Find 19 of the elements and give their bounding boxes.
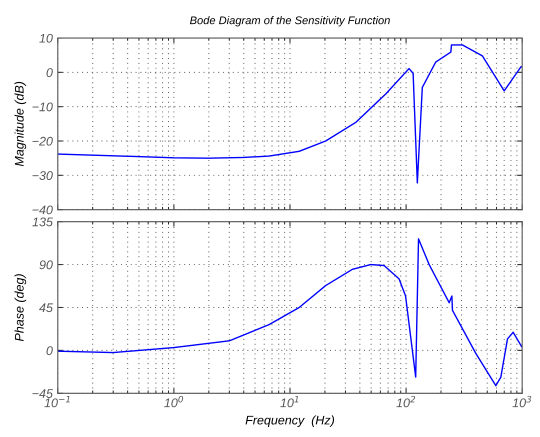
y-axis-title: Magnitude (dB) bbox=[14, 82, 26, 166]
y-tick-label: 90 bbox=[39, 260, 53, 270]
y-tick-label: −30 bbox=[32, 171, 53, 180]
x-tick-label: 10$^{1}$ bbox=[280, 396, 298, 408]
x-tick-label: 10$^{2}$ bbox=[396, 396, 416, 408]
y-tick-label: 0 bbox=[46, 68, 53, 77]
x-tick-label: 10$^{3}$ bbox=[512, 396, 532, 408]
y-tick-label: 10 bbox=[39, 34, 53, 43]
y-tick-label: −40 bbox=[32, 205, 53, 214]
y-axis-title: Phase (deg) bbox=[14, 274, 26, 342]
y-tick-label: −20 bbox=[32, 136, 53, 146]
x-axis-title: Frequency (Hz) bbox=[246, 415, 334, 428]
x-tick-label: 10$^{0}$ bbox=[164, 396, 184, 408]
y-tick-label: 135 bbox=[32, 217, 53, 226]
y-tick-label: −10 bbox=[32, 102, 53, 112]
chart-title: Bode Diagram of the Sensitivity Function bbox=[190, 16, 390, 26]
y-tick-label: 45 bbox=[39, 303, 53, 312]
y-tick-label: −45 bbox=[32, 389, 53, 398]
y-tick-label: 0 bbox=[46, 346, 53, 356]
